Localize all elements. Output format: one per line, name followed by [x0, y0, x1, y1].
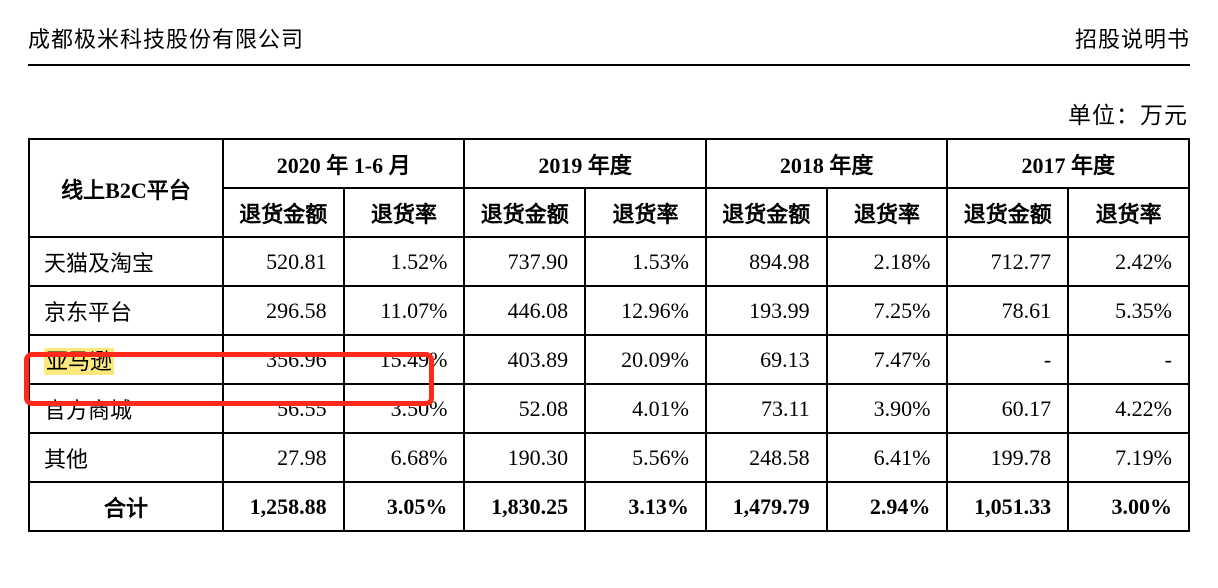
cell: 7.25% [827, 286, 948, 335]
tbody: 天猫及淘宝 520.81 1.52% 737.90 1.53% 894.98 2… [29, 237, 1189, 531]
table-row: 其他 27.98 6.68% 190.30 5.56% 248.58 6.41%… [29, 433, 1189, 482]
cell: 12.96% [585, 286, 706, 335]
cell: 4.01% [585, 384, 706, 433]
cell: 520.81 [223, 237, 344, 286]
doc-type: 招股说明书 [1075, 22, 1190, 54]
cell: 3.90% [827, 384, 948, 433]
cell: 52.08 [464, 384, 585, 433]
cell: 199.78 [947, 433, 1068, 482]
cell: 446.08 [464, 286, 585, 335]
table-row: 天猫及淘宝 520.81 1.52% 737.90 1.53% 894.98 2… [29, 237, 1189, 286]
subhead-amount-2: 退货金额 [706, 188, 827, 237]
prospectus-page: 成都极米科技股份有限公司 招股说明书 单位：万元 线上B2C平台 2020 年 … [0, 0, 1218, 588]
highlighted-label: 亚马逊 [44, 348, 114, 375]
period-2: 2018 年度 [706, 139, 948, 188]
cell: 1,830.25 [464, 482, 585, 531]
cell: 4.22% [1068, 384, 1189, 433]
subhead-rate-0: 退货率 [344, 188, 465, 237]
cell: 3.50% [344, 384, 465, 433]
subhead-amount-0: 退货金额 [223, 188, 344, 237]
cell: 2.42% [1068, 237, 1189, 286]
cell: 2.94% [827, 482, 948, 531]
cell: 5.56% [585, 433, 706, 482]
cell: 60.17 [947, 384, 1068, 433]
row-header-label: 线上B2C平台 [61, 178, 191, 203]
company-name: 成都极米科技股份有限公司 [28, 22, 304, 54]
cell: 403.89 [464, 335, 585, 384]
return-rate-table: 线上B2C平台 2020 年 1-6 月 2019 年度 2018 年度 201… [28, 138, 1190, 532]
cell: 15.49% [344, 335, 465, 384]
subhead-amount-1: 退货金额 [464, 188, 585, 237]
subhead-rate-1: 退货率 [585, 188, 706, 237]
subhead-rate-2: 退货率 [827, 188, 948, 237]
cell: 6.68% [344, 433, 465, 482]
cell: - [1068, 335, 1189, 384]
row-label: 亚马逊 [29, 335, 223, 384]
cell: 7.47% [827, 335, 948, 384]
subhead-amount-3: 退货金额 [947, 188, 1068, 237]
row-label: 天猫及淘宝 [29, 237, 223, 286]
cell: 5.35% [1068, 286, 1189, 335]
cell: 2.18% [827, 237, 948, 286]
subhead-rate-3: 退货率 [1068, 188, 1189, 237]
cell: 737.90 [464, 237, 585, 286]
cell: 190.30 [464, 433, 585, 482]
cell: 78.61 [947, 286, 1068, 335]
period-3: 2017 年度 [947, 139, 1189, 188]
cell: 27.98 [223, 433, 344, 482]
cell: 296.58 [223, 286, 344, 335]
cell: 1.52% [344, 237, 465, 286]
page-header: 成都极米科技股份有限公司 招股说明书 [28, 22, 1190, 54]
cell: 20.09% [585, 335, 706, 384]
thead: 线上B2C平台 2020 年 1-6 月 2019 年度 2018 年度 201… [29, 139, 1189, 237]
period-header-row: 线上B2C平台 2020 年 1-6 月 2019 年度 2018 年度 201… [29, 139, 1189, 188]
cell: 3.00% [1068, 482, 1189, 531]
table-row: 京东平台 296.58 11.07% 446.08 12.96% 193.99 … [29, 286, 1189, 335]
cell: 7.19% [1068, 433, 1189, 482]
cell: 1,051.33 [947, 482, 1068, 531]
cell: 56.55 [223, 384, 344, 433]
cell: 73.11 [706, 384, 827, 433]
cell: 69.13 [706, 335, 827, 384]
cell: 193.99 [706, 286, 827, 335]
cell: 248.58 [706, 433, 827, 482]
cell: 1.53% [585, 237, 706, 286]
unit-label: 单位：万元 [28, 96, 1190, 130]
row-label: 京东平台 [29, 286, 223, 335]
cell: 1,258.88 [223, 482, 344, 531]
cell: 1,479.79 [706, 482, 827, 531]
header-rule [28, 64, 1190, 66]
row-header-cell: 线上B2C平台 [29, 139, 223, 237]
table-row-highlighted: 亚马逊 356.96 15.49% 403.89 20.09% 69.13 7.… [29, 335, 1189, 384]
cell: - [947, 335, 1068, 384]
total-row: 合计 1,258.88 3.05% 1,830.25 3.13% 1,479.7… [29, 482, 1189, 531]
cell: 356.96 [223, 335, 344, 384]
cell: 894.98 [706, 237, 827, 286]
table-row: 官方商城 56.55 3.50% 52.08 4.01% 73.11 3.90%… [29, 384, 1189, 433]
cell: 11.07% [344, 286, 465, 335]
period-0: 2020 年 1-6 月 [223, 139, 465, 188]
row-label: 其他 [29, 433, 223, 482]
cell: 712.77 [947, 237, 1068, 286]
cell: 3.05% [344, 482, 465, 531]
total-label: 合计 [29, 482, 223, 531]
cell: 3.13% [585, 482, 706, 531]
row-label: 官方商城 [29, 384, 223, 433]
cell: 6.41% [827, 433, 948, 482]
period-1: 2019 年度 [464, 139, 706, 188]
